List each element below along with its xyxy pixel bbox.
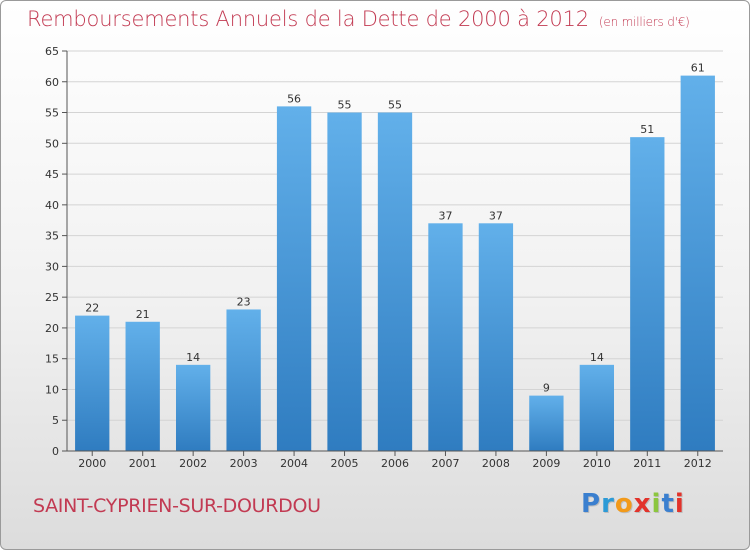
bar-2009 <box>529 395 564 451</box>
bar-2001 <box>125 321 160 451</box>
logo-letter: r <box>601 489 615 519</box>
data-label-2001: 21 <box>136 308 150 321</box>
logo-letter: P <box>581 489 602 519</box>
bar-2003 <box>226 309 261 451</box>
y-tick-label: 45 <box>45 168 59 181</box>
bar-2000 <box>75 315 110 451</box>
x-tick-label-2008: 2008 <box>482 457 510 470</box>
y-tick-label: 55 <box>45 107 59 120</box>
data-label-2002: 14 <box>186 351 200 364</box>
logo-letter: i <box>674 489 685 519</box>
x-tick-label-2007: 2007 <box>431 457 459 470</box>
bar-2011 <box>630 137 665 451</box>
bar-2005 <box>327 112 362 452</box>
chart-title-text: Remboursements Annuels de la Dette de 20… <box>27 7 589 31</box>
data-label-2003: 23 <box>237 295 251 308</box>
axis-layer: 0 5 10 15 20 25 30 35 40 45 50 55 60 65 2000 2001 2002 20… <box>45 45 723 470</box>
y-tick-label: 10 <box>45 383 59 396</box>
y-tick-label: 20 <box>45 322 59 335</box>
commune-name: SAINT-CYPRIEN-SUR-DOURDOU <box>33 495 321 517</box>
proxiti-logo[interactable]: Proxiti <box>581 489 685 519</box>
data-label-2005: 55 <box>338 99 352 112</box>
data-label-2009: 9 <box>543 382 550 395</box>
logo-letter: t <box>661 489 675 519</box>
bar-2007 <box>428 223 463 451</box>
x-tick-label-2006: 2006 <box>381 457 409 470</box>
data-label-2007: 37 <box>438 209 452 222</box>
chart-title: Remboursements Annuels de la Dette de 20… <box>27 7 690 31</box>
bar-2006 <box>377 112 413 452</box>
y-tick-label: 60 <box>45 76 59 89</box>
y-tick-label: 50 <box>45 137 59 150</box>
y-tick-label: 15 <box>45 353 59 366</box>
bar-2010 <box>579 364 615 451</box>
y-tick-label: 65 <box>45 45 59 58</box>
bar-2002 <box>175 364 211 451</box>
chart-subtitle: (en milliers d'€) <box>598 15 690 29</box>
bar-layer <box>75 75 715 452</box>
x-tick-label-2001: 2001 <box>129 457 157 470</box>
logo-letter: x <box>633 489 652 519</box>
y-tick-label: 30 <box>45 260 59 273</box>
x-tick-label-2010: 2010 <box>583 457 611 470</box>
x-tick-label-2011: 2011 <box>633 457 661 470</box>
x-tick-label-2000: 2000 <box>78 457 106 470</box>
data-label-2004: 56 <box>287 92 301 105</box>
y-tick-label: 5 <box>52 414 59 427</box>
data-label-2010: 14 <box>590 351 604 364</box>
x-tick-label-2009: 2009 <box>532 457 560 470</box>
data-label-2000: 22 <box>85 302 99 315</box>
data-label-2006: 55 <box>388 99 402 112</box>
x-tick-label-2003: 2003 <box>230 457 258 470</box>
logo-letter: i <box>651 489 662 519</box>
y-tick-label: 0 <box>52 445 59 458</box>
x-tick-label-2005: 2005 <box>331 457 359 470</box>
bar-2004 <box>276 106 312 451</box>
x-tick-label-2002: 2002 <box>179 457 207 470</box>
label-layer: 22 21 14 23 56 55 55 37 37 9 14 51 61 <box>85 62 705 395</box>
data-label-2008: 37 <box>489 209 503 222</box>
y-tick-label: 35 <box>45 230 59 243</box>
y-tick-label: 25 <box>45 291 59 304</box>
data-label-2011: 51 <box>640 123 654 136</box>
bar-2012 <box>680 75 715 451</box>
y-tick-label: 40 <box>45 199 59 212</box>
x-tick-label-2004: 2004 <box>280 457 308 470</box>
data-label-2012: 61 <box>691 62 705 75</box>
logo-letter: o <box>614 489 634 519</box>
bar-2008 <box>478 223 514 451</box>
x-tick-label-2012: 2012 <box>684 457 712 470</box>
